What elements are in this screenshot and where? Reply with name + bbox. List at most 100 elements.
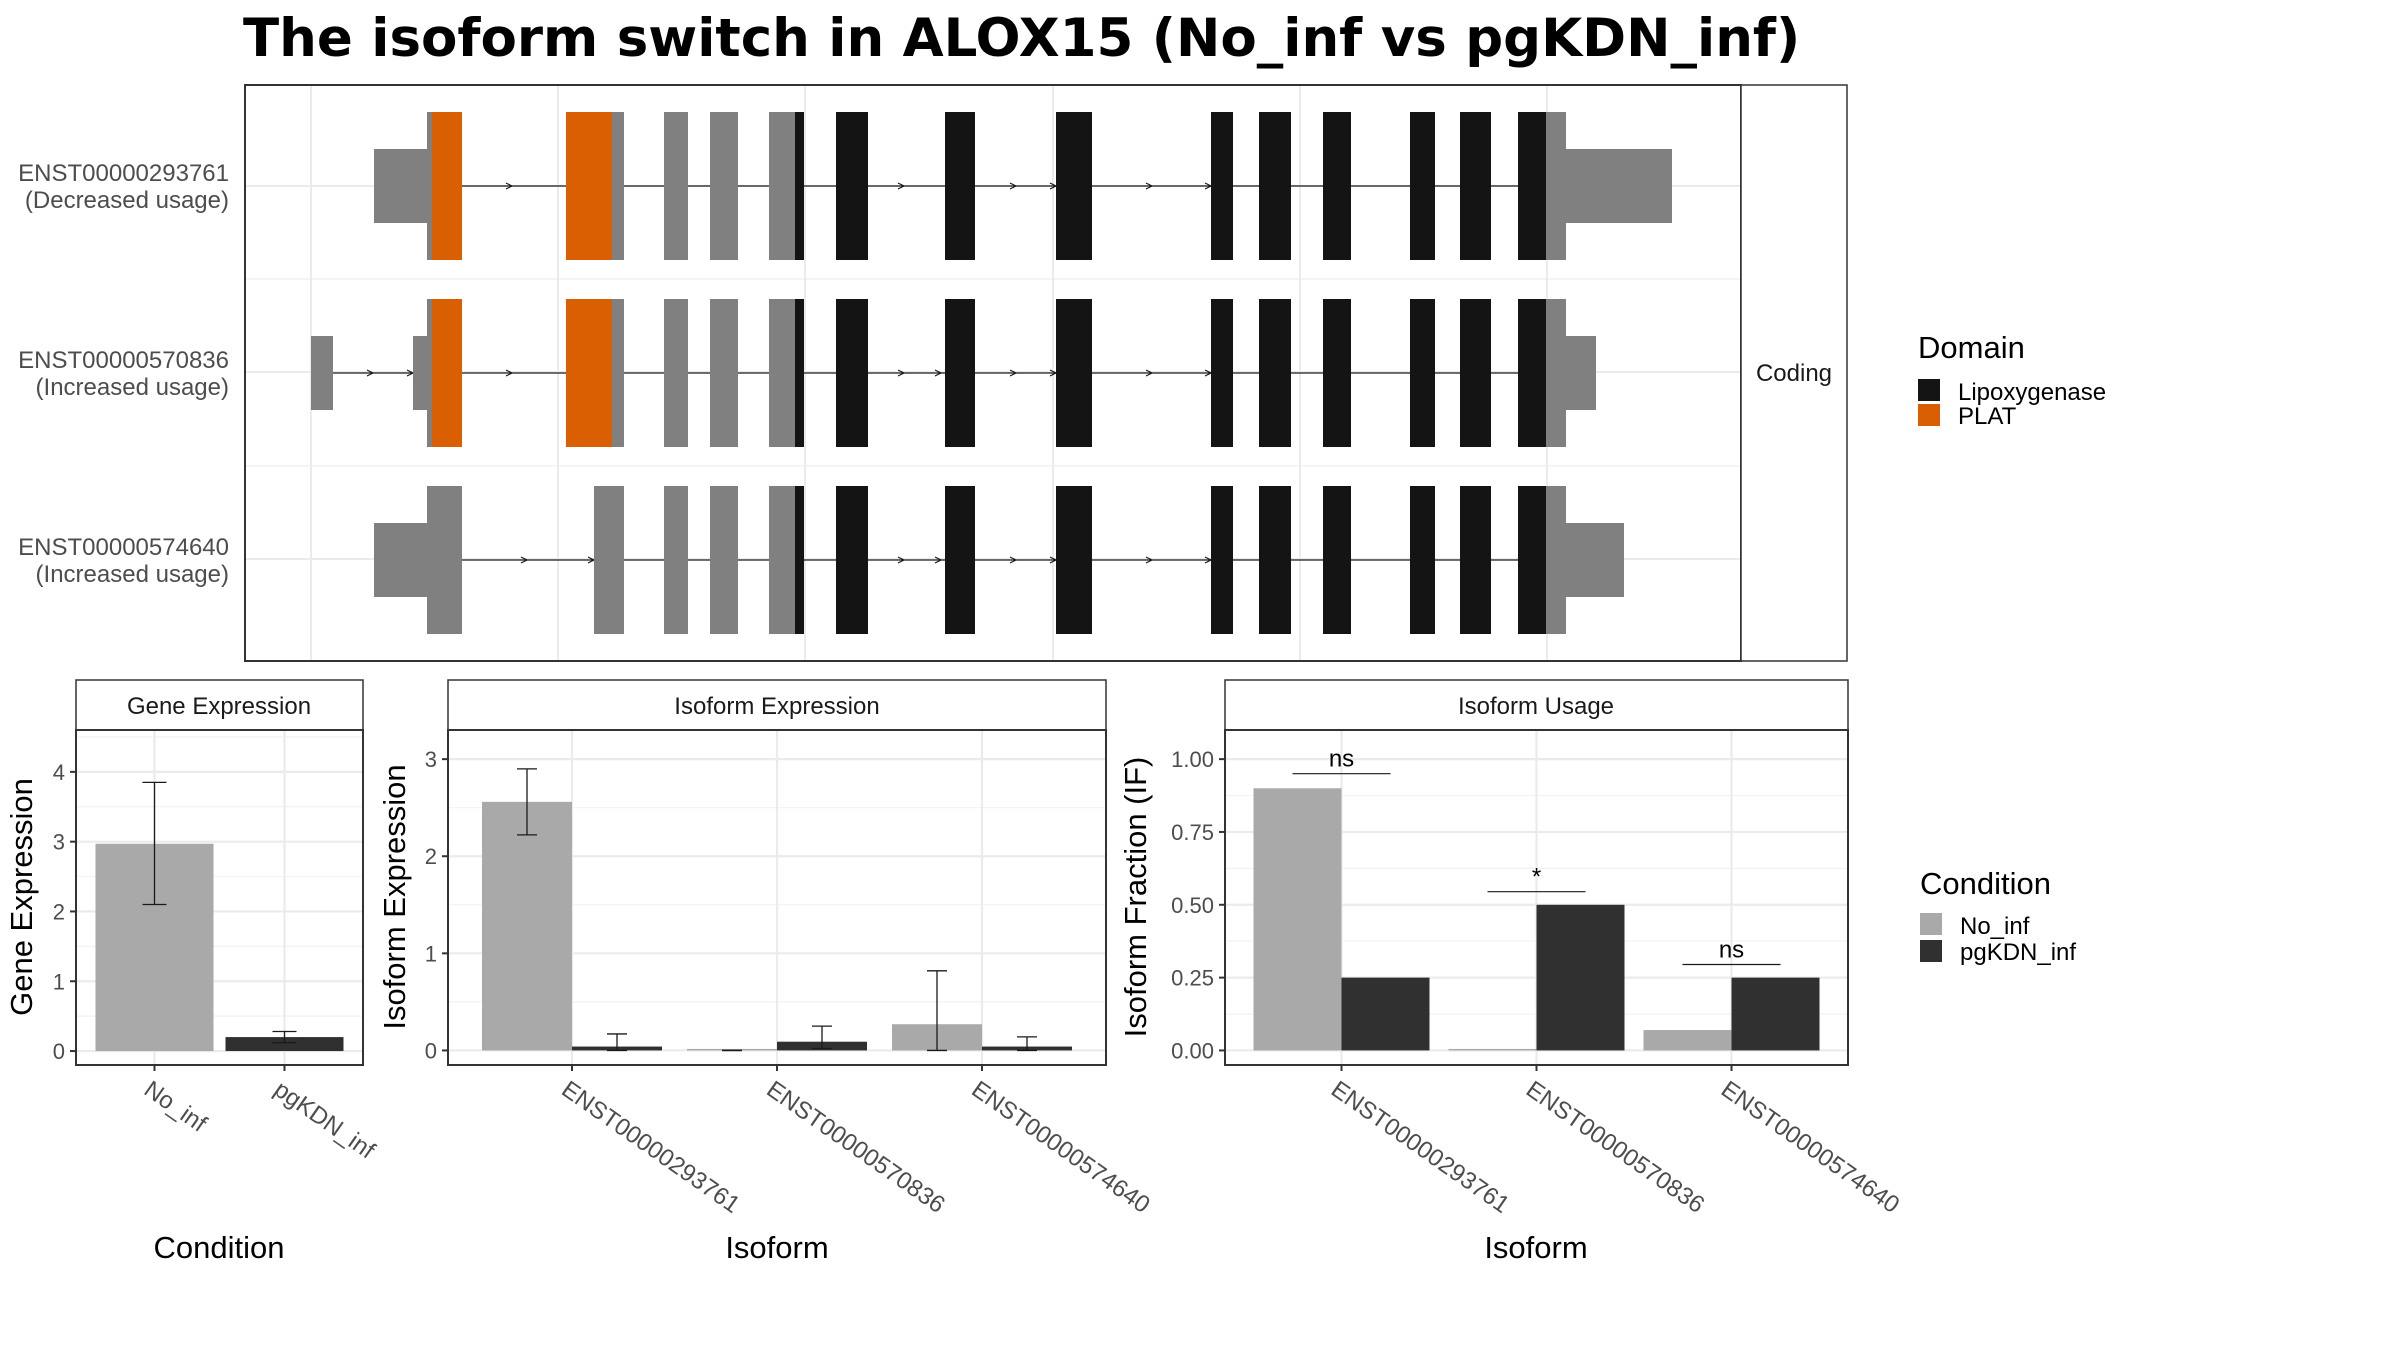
x-tick-label: pgKDN_inf	[269, 1076, 380, 1165]
condition-legend: Condition No_inf pgKDN_inf	[1920, 866, 2076, 966]
exon-lipoxygenase-domain	[1518, 112, 1546, 260]
domain-legend: Domain Lipoxygenase PLAT	[1918, 330, 2106, 430]
gene-expression-strip	[75, 679, 364, 731]
exon-plat-domain	[432, 112, 462, 260]
significance-label: ns	[1329, 746, 1354, 773]
exon-lipoxygenase-domain	[945, 486, 975, 634]
exon-lipoxygenase-domain	[1211, 299, 1233, 447]
chart-title: The isoform switch in ALOX15 (No_inf vs …	[243, 8, 1801, 69]
y-tick-label: 2	[425, 844, 437, 869]
exon-noncoding	[710, 112, 738, 260]
exon-lipoxygenase-domain	[1323, 299, 1351, 447]
exon-noncoding	[769, 486, 795, 634]
gene-expression-strip-title: Gene Expression	[127, 693, 311, 720]
y-tick-label: 2	[53, 899, 65, 924]
exon-lipoxygenase-domain	[1259, 299, 1291, 447]
exon-noncoding	[664, 486, 688, 634]
isoform-label-1-id: ENST00000293761	[18, 160, 229, 187]
strand-arrow	[520, 556, 529, 564]
exon-noncoding	[769, 112, 795, 260]
exon-noncoding	[612, 299, 624, 447]
exon-lipoxygenase-domain	[1211, 486, 1233, 634]
legend-label-pgkdn-inf: pgKDN_inf	[1960, 939, 2076, 966]
x-tick-label: ENST00000574640	[1716, 1076, 1904, 1219]
strand-arrow	[897, 369, 906, 377]
legend-swatch-no-inf	[1920, 913, 1942, 935]
isoform-usage-y-axis-title: Isoform Fraction (IF)	[1118, 757, 1153, 1038]
bar-pgkdn-inf	[1731, 977, 1820, 1051]
exon-lipoxygenase-domain	[1518, 486, 1546, 634]
x-tick-label: No_inf	[139, 1076, 212, 1138]
exon-lipoxygenase-domain	[1460, 112, 1491, 260]
x-tick-label: ENST00000293761	[557, 1076, 745, 1219]
exon-lipoxygenase-domain	[1410, 112, 1435, 260]
y-tick-label: 1	[425, 941, 437, 966]
isoform-expression-y-axis-title: Isoform Expression	[377, 764, 412, 1029]
exon-lipoxygenase-domain	[836, 112, 868, 260]
exon-lipoxygenase-domain	[1410, 299, 1435, 447]
x-tick-label: ENST00000293761	[1326, 1076, 1514, 1219]
isoform-usage-panel: Isoform Usage ns * ns 0.00 0.25 0.50 0.75 1.00 E…	[1118, 679, 1904, 1265]
y-tick-label: 0.50	[1171, 893, 1214, 918]
exon-lipoxygenase-domain	[836, 486, 868, 634]
exon-lipoxygenase-domain	[1410, 486, 1435, 634]
isoform-label-3: ENST00000574640 (Increased usage)	[18, 534, 229, 588]
exon-noncoding	[1546, 112, 1566, 260]
isoform-label-2-id: ENST00000570836	[18, 347, 229, 374]
y-tick-label: 0.25	[1171, 966, 1214, 991]
exon-noncoding	[1546, 486, 1566, 634]
legend-swatch-pgkdn-inf	[1920, 940, 1942, 962]
bar-no-inf	[1643, 1030, 1732, 1051]
exon-plat-domain	[432, 299, 462, 447]
exon-noncoding	[710, 299, 738, 447]
exon-lipoxygenase-domain	[795, 486, 804, 634]
legend-label-lipoxygenase: Lipoxygenase	[1958, 379, 2106, 406]
y-tick-label: 0.00	[1171, 1038, 1214, 1063]
transcript-structure-panel: Coding ENST00000293761 (Decreased usage)…	[18, 84, 2106, 662]
condition-legend-title: Condition	[1920, 866, 2051, 901]
exon-lipoxygenase-domain	[945, 112, 975, 260]
strand-arrow	[1145, 556, 1154, 564]
y-tick-label: 1.00	[1171, 747, 1214, 772]
y-tick-label: 0	[425, 1038, 437, 1063]
exon-noncoding	[427, 299, 432, 447]
legend-label-plat: PLAT	[1958, 403, 2017, 430]
strand-arrow	[1009, 182, 1018, 190]
x-tick-label: ENST00000574640	[967, 1076, 1155, 1219]
strand-arrow	[1009, 556, 1018, 564]
strand-arrow	[1145, 182, 1154, 190]
strand-arrow	[1009, 369, 1018, 377]
exon-noncoding	[710, 486, 738, 634]
exon-lipoxygenase-domain	[1056, 299, 1092, 447]
bar-no-inf	[482, 801, 572, 1051]
legend-label-no-inf: No_inf	[1960, 913, 2030, 940]
exon-plat-domain	[566, 299, 612, 447]
significance-label: *	[1532, 864, 1541, 891]
exon-noncoding	[1566, 336, 1596, 410]
x-tick-label: ENST00000570836	[1521, 1076, 1709, 1219]
exon-lipoxygenase-domain	[1056, 486, 1092, 634]
y-tick-label: 3	[425, 747, 437, 772]
y-tick-label: 0	[53, 1039, 65, 1064]
bar-pgkdn-inf	[1341, 977, 1430, 1051]
strand-arrow	[366, 369, 375, 377]
exon-lipoxygenase-domain	[1259, 112, 1291, 260]
y-tick-label: 4	[53, 760, 65, 785]
legend-swatch-lipoxygenase	[1918, 379, 1940, 401]
isoform-label-3-usage: (Increased usage)	[36, 561, 229, 588]
isoform-expression-strip-title: Isoform Expression	[674, 693, 879, 720]
exon-lipoxygenase-domain	[1211, 112, 1233, 260]
exon-lipoxygenase-domain	[1460, 299, 1491, 447]
exon-noncoding	[374, 149, 427, 223]
exon-noncoding	[664, 299, 688, 447]
exon-lipoxygenase-domain	[1518, 299, 1546, 447]
y-tick-label: 3	[53, 830, 65, 855]
significance-label: ns	[1719, 937, 1744, 964]
y-tick-label: 0.75	[1171, 820, 1214, 845]
gene-expression-y-axis-title: Gene Expression	[4, 778, 39, 1016]
isoform-usage-x-axis-title: Isoform	[1484, 1230, 1587, 1265]
isoform-expression-panel: Isoform Expression 0 1 2 3 ENST00000293761 EN…	[377, 679, 1155, 1265]
exon-lipoxygenase-domain	[945, 299, 975, 447]
isoform-label-2: ENST00000570836 (Increased usage)	[18, 347, 229, 401]
